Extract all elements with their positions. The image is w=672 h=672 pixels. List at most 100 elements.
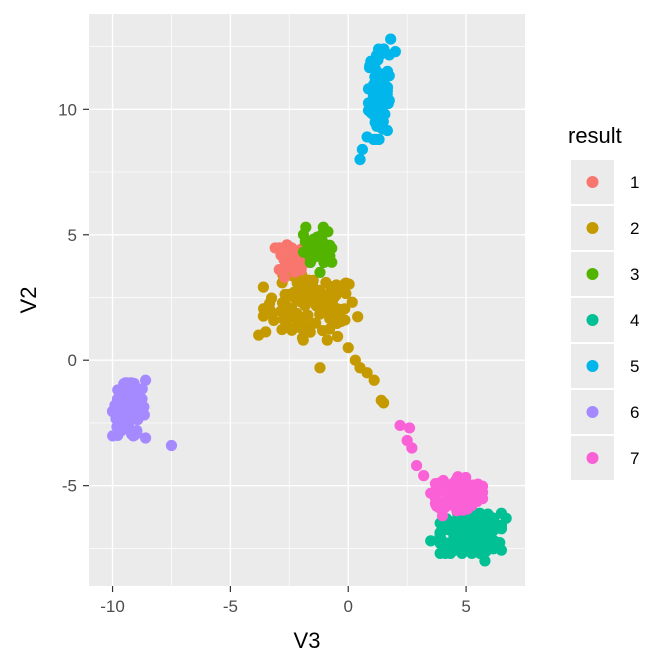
point-series-2: [298, 322, 310, 334]
point-series-2: [352, 311, 364, 323]
point-series-4: [473, 539, 485, 551]
legend-label-3: 3: [630, 265, 639, 284]
point-series-2: [327, 300, 339, 312]
series-4: [425, 507, 512, 567]
legend-label-7: 7: [630, 449, 639, 468]
point-series-7: [429, 478, 442, 490]
point-series-7: [464, 479, 476, 492]
legend-label-2: 2: [630, 219, 639, 238]
series-2: [253, 269, 390, 409]
legend-label-4: 4: [630, 311, 639, 330]
legend: result 1 2 3 4 5 6 7: [568, 123, 639, 480]
point-series-2: [268, 314, 280, 326]
point-series-2: [361, 367, 373, 379]
point-series-2: [316, 324, 329, 337]
point-series-4: [425, 535, 437, 547]
point-series-7: [406, 442, 418, 454]
y-tick-label: 5: [68, 226, 77, 245]
point-series-2: [310, 296, 322, 308]
point-series-4: [450, 539, 462, 551]
legend-marker-4: [586, 314, 599, 326]
series-6: [106, 374, 178, 452]
point-series-2: [302, 309, 314, 321]
point-series-4: [466, 525, 478, 537]
point-series-6: [127, 398, 139, 410]
point-series-5: [356, 143, 368, 156]
legend-marker-3: [586, 268, 599, 280]
series-5: [354, 33, 401, 166]
point-series-6: [165, 439, 178, 452]
point-series-1: [281, 239, 293, 251]
point-series-2: [314, 362, 326, 374]
data-points: [106, 33, 512, 567]
point-series-3: [326, 256, 338, 268]
point-series-4: [500, 512, 512, 524]
point-series-7: [425, 487, 437, 499]
point-series-1: [279, 271, 291, 284]
point-series-2: [278, 304, 290, 316]
legend-marker-5: [586, 360, 599, 372]
point-series-2: [291, 307, 303, 319]
legend-marker-7: [586, 452, 599, 464]
point-series-1: [288, 246, 300, 258]
point-series-7: [440, 495, 452, 507]
y-tick-label: -5: [62, 477, 77, 496]
point-series-3: [300, 221, 312, 233]
x-tick-label: -5: [223, 597, 238, 616]
point-series-2: [377, 397, 390, 409]
point-series-7: [410, 459, 423, 472]
point-series-7: [436, 510, 449, 522]
point-series-2: [330, 279, 343, 291]
legend-marker-2: [586, 222, 599, 234]
point-series-2: [346, 296, 358, 308]
point-series-2: [330, 289, 342, 301]
point-series-7: [418, 470, 430, 482]
point-series-5: [361, 131, 373, 143]
point-series-3: [314, 266, 326, 279]
point-series-6: [109, 399, 121, 411]
legend-label-5: 5: [630, 357, 639, 376]
point-series-5: [369, 98, 381, 110]
point-series-4: [482, 531, 494, 543]
point-series-5: [372, 85, 384, 97]
point-series-2: [257, 281, 269, 293]
legend-marker-1: [586, 176, 599, 188]
point-series-4: [444, 516, 456, 528]
legend-label-1: 1: [630, 173, 639, 192]
point-series-6: [107, 430, 119, 442]
legend-marker-6: [586, 406, 599, 418]
point-series-7: [394, 419, 406, 432]
point-series-5: [354, 153, 366, 166]
point-series-6: [112, 384, 124, 396]
point-series-7: [464, 499, 477, 511]
point-series-1: [279, 262, 291, 274]
point-series-5: [381, 124, 393, 137]
point-series-6: [139, 432, 152, 444]
point-series-7: [452, 483, 465, 495]
point-series-5: [364, 60, 376, 72]
point-series-2: [321, 334, 333, 346]
point-series-7: [476, 480, 489, 492]
y-axis-title: V2: [16, 287, 41, 314]
point-series-5: [381, 85, 393, 97]
point-series-3: [319, 226, 331, 238]
point-series-2: [291, 295, 303, 307]
y-axis: -5 0 5 10: [58, 100, 89, 496]
point-series-7: [440, 480, 452, 492]
legend-label-6: 6: [630, 403, 639, 422]
x-axis-title: V3: [294, 628, 321, 653]
point-series-2: [340, 277, 352, 289]
point-series-2: [342, 342, 354, 354]
point-series-2: [368, 374, 380, 386]
point-series-5: [378, 43, 390, 55]
point-series-1: [295, 264, 307, 276]
point-series-7: [403, 422, 416, 434]
x-tick-label: 5: [461, 597, 470, 616]
point-series-5: [373, 116, 385, 128]
point-series-4: [456, 519, 468, 531]
legend-keys: 1 2 3 4 5 6 7: [571, 160, 639, 480]
point-series-2: [340, 287, 352, 300]
point-series-6: [115, 425, 127, 437]
x-tick-label: 0: [344, 597, 353, 616]
